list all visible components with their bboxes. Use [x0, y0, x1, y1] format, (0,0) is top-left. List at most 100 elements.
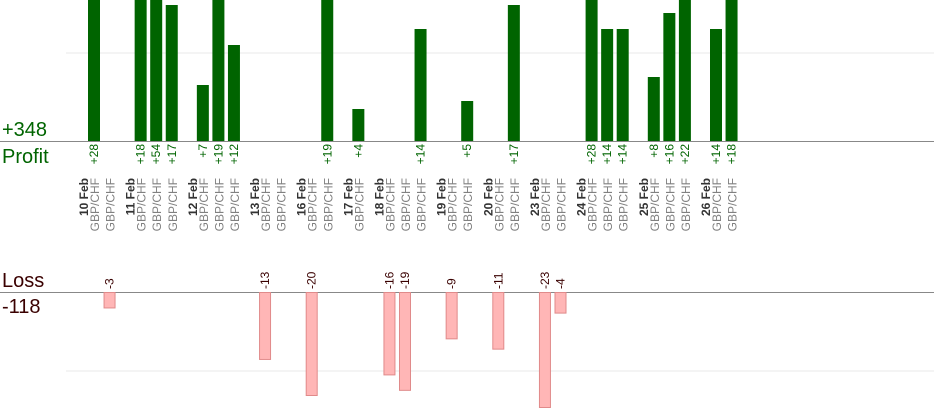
- profit-bar: [585, 0, 598, 141]
- pair-label: GBP/CHF: [586, 178, 600, 231]
- pair-label: GBP/CHF: [508, 178, 522, 231]
- pair-label: GBP/CHF: [150, 178, 164, 231]
- date-label: 17 Feb: [341, 178, 355, 216]
- date-label: 13 Feb: [248, 178, 262, 216]
- profit-bar: [601, 29, 614, 141]
- profit-bar: [165, 5, 178, 141]
- profit-value-label: +12: [227, 144, 241, 165]
- profit-value-label: +14: [414, 144, 428, 165]
- loss-bar: [103, 292, 116, 309]
- loss-value-label: -3: [103, 278, 117, 289]
- pair-label: GBP/CHF: [648, 178, 662, 231]
- profit-bar: [678, 0, 691, 141]
- date-label: 25 Feb: [637, 178, 651, 216]
- pair-label: GBP/CHF: [617, 178, 631, 231]
- pair-label: GBP/CHF: [399, 178, 413, 231]
- profit-value-label: +17: [165, 144, 179, 165]
- profit-bar: [647, 77, 660, 141]
- pair-label: GBP/CHF: [601, 178, 615, 231]
- profit-bar: [321, 0, 334, 141]
- date-label: 20 Feb: [481, 178, 495, 216]
- profit-bar: [507, 5, 520, 141]
- profit-value-label: +28: [87, 144, 101, 165]
- profit-bar: [725, 0, 738, 141]
- loss-bar: [383, 292, 396, 376]
- pair-label: GBP/CHF: [135, 178, 149, 231]
- profit-value-label: +5: [460, 144, 474, 158]
- profit-value-label: +7: [196, 144, 210, 158]
- profit-value-label: +4: [351, 144, 365, 158]
- profit-value-label: +18: [134, 144, 148, 165]
- profit-value-label: +18: [725, 144, 739, 165]
- loss-bar: [305, 292, 318, 396]
- loss-bar: [554, 292, 567, 314]
- loss-bar: [538, 292, 551, 408]
- loss-value-label: -13: [258, 271, 272, 289]
- profit-bar: [150, 0, 163, 141]
- pair-label: GBP/CHF: [259, 178, 273, 231]
- pair-label: GBP/CHF: [383, 178, 397, 231]
- loss-bar: [399, 292, 411, 391]
- loss-bar: [445, 292, 458, 340]
- loss-bar: [492, 292, 505, 350]
- pair-label: GBP/CHF: [415, 178, 429, 231]
- pair-label: GBP/CHF: [88, 178, 102, 231]
- date-label: 16 Feb: [295, 178, 309, 216]
- profit-value-label: +14: [616, 144, 630, 165]
- date-label: 26 Feb: [699, 178, 713, 216]
- profit-value-label: +14: [709, 144, 723, 165]
- pair-label: GBP/CHF: [492, 178, 506, 231]
- pair-label: GBP/CHF: [555, 178, 569, 231]
- profit-bar: [710, 29, 722, 141]
- loss-value-label: -16: [382, 271, 396, 289]
- profit-value-label: +16: [662, 144, 676, 165]
- profit-value-label: +17: [507, 144, 521, 165]
- profit-bar: [663, 13, 676, 141]
- profit-total: +348: [2, 119, 47, 141]
- profit-bar: [88, 0, 100, 141]
- profit-bar: [212, 0, 225, 141]
- loss-value-label: -11: [491, 272, 505, 289]
- loss-value-label: -23: [538, 271, 552, 289]
- loss-value-label: -4: [554, 278, 568, 289]
- bars-layer: [88, 0, 738, 408]
- pair-label: GBP/CHF: [461, 178, 475, 231]
- pair-label: GBP/CHF: [104, 178, 118, 231]
- pair-label: GBP/CHF: [539, 178, 553, 231]
- profit-value-label: +19: [211, 144, 225, 165]
- pair-label: GBP/CHF: [321, 178, 335, 231]
- date-label: 11 Feb: [124, 178, 138, 215]
- profit-value-label: +8: [647, 144, 661, 158]
- grid-lines: [0, 52, 934, 372]
- date-label: 23 Feb: [528, 178, 542, 216]
- profit-bar: [616, 29, 629, 141]
- pair-label: GBP/CHF: [306, 178, 320, 231]
- loss-total: -118: [2, 296, 41, 318]
- profit-bar: [414, 29, 427, 141]
- profit-bar: [461, 101, 474, 141]
- pair-label: GBP/CHF: [679, 178, 693, 231]
- date-label: 24 Feb: [575, 178, 589, 216]
- profit-bar: [352, 109, 365, 141]
- pair-label: GBP/CHF: [275, 178, 289, 231]
- pair-label: GBP/CHF: [710, 178, 724, 231]
- profit-bar: [227, 45, 240, 141]
- pair-label: GBP/CHF: [663, 178, 677, 231]
- profit-value-label: +19: [320, 144, 334, 165]
- pair-label: GBP/CHF: [726, 178, 740, 231]
- pair-label: GBP/CHF: [446, 178, 460, 231]
- date-label: 18 Feb: [372, 178, 386, 216]
- date-label: 12 Feb: [186, 178, 200, 216]
- profit-bar: [134, 0, 147, 141]
- profit-value-label: +14: [600, 144, 614, 165]
- pair-label: GBP/CHF: [197, 178, 211, 231]
- loss-value-label: -9: [445, 278, 459, 289]
- profit-value-label: +22: [678, 144, 692, 165]
- loss-value-label: -20: [305, 271, 319, 289]
- profit-label: Profit: [2, 146, 49, 168]
- pair-label: GBP/CHF: [212, 178, 226, 231]
- profit-value-label: +28: [585, 144, 599, 165]
- date-label: 19 Feb: [435, 178, 449, 216]
